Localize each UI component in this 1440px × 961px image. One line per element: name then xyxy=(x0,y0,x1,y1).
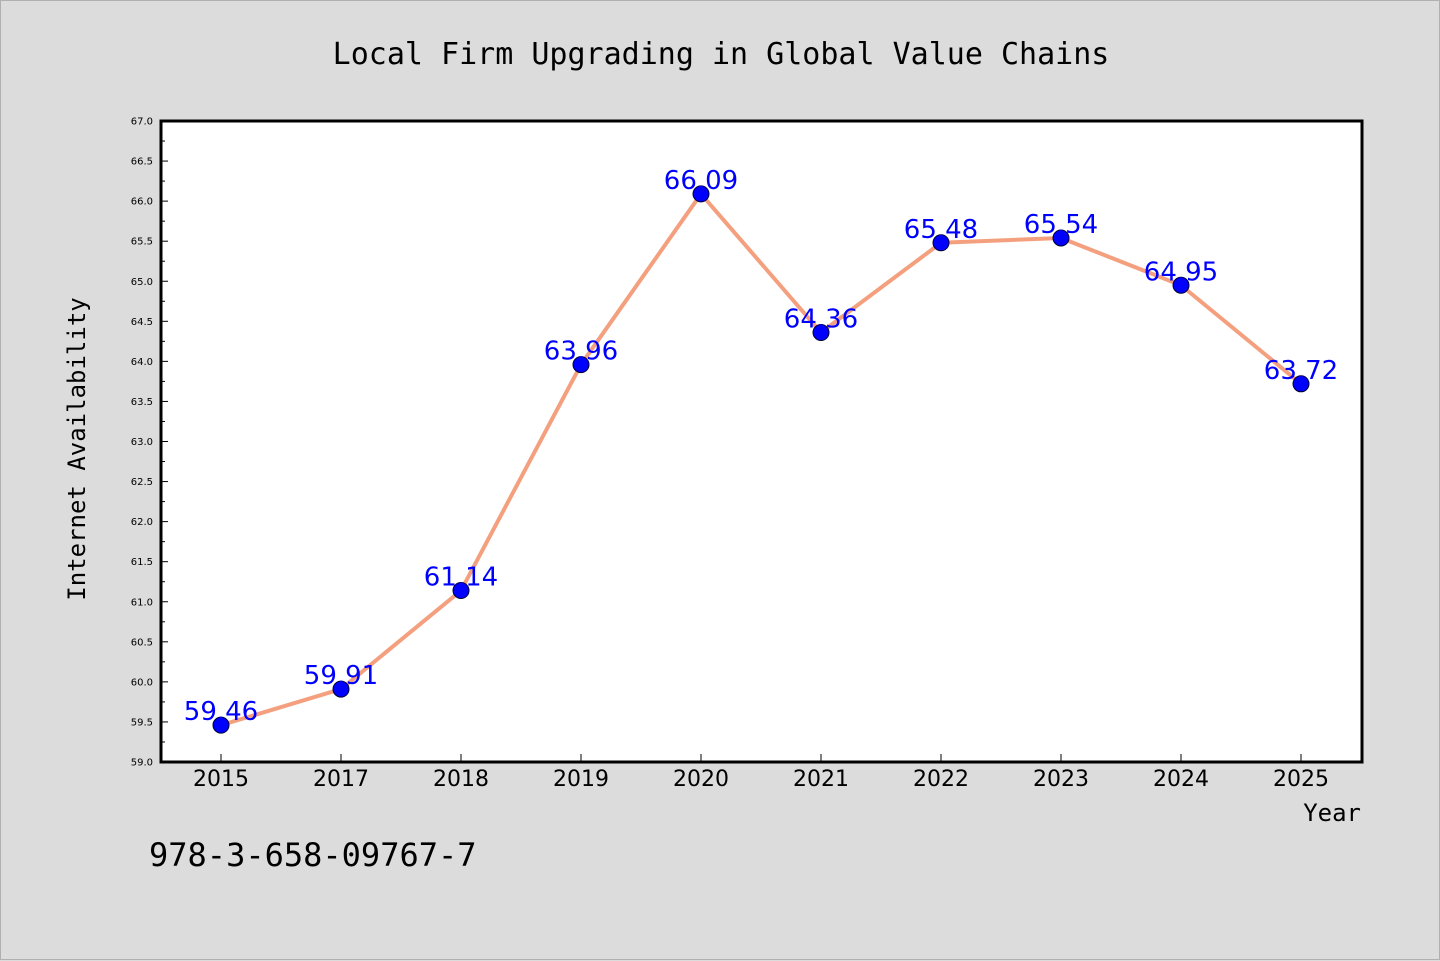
x-tick-label: 2019 xyxy=(553,767,609,792)
data-point xyxy=(692,185,710,203)
x-tick-label: 2020 xyxy=(673,767,729,792)
x-tick-label: 2025 xyxy=(1273,767,1329,792)
y-tick-label: 62.0 xyxy=(131,517,153,528)
y-tick-label: 63.5 xyxy=(131,397,153,408)
data-point xyxy=(1052,229,1070,247)
data-point xyxy=(452,582,470,600)
y-tick-label: 62.5 xyxy=(131,477,153,488)
y-tick-label: 59.0 xyxy=(131,758,153,769)
y-axis: 59.0 59.5 60.0 60.5 61.0 61.5 62.0 62.5 63.0 63.5… xyxy=(131,117,168,769)
y-tick-label: 63.0 xyxy=(131,437,153,448)
x-tick-label: 2022 xyxy=(913,767,969,792)
y-tick-label: 66.5 xyxy=(131,157,153,168)
x-tick-label: 2018 xyxy=(433,767,489,792)
y-tick-label: 65.5 xyxy=(131,237,153,248)
data-label: 66.09 xyxy=(664,166,738,196)
data-point xyxy=(332,680,350,698)
series-line xyxy=(220,191,1303,728)
data-label: 63.96 xyxy=(544,337,618,367)
data-label: 64.36 xyxy=(784,305,858,335)
data-label: 59.46 xyxy=(184,697,258,727)
y-tick-label: 61.5 xyxy=(131,557,153,568)
x-tick-label: 2024 xyxy=(1153,767,1209,792)
y-tick-label: 66.0 xyxy=(131,197,153,208)
data-point xyxy=(212,716,230,734)
chart-title: Local Firm Upgrading in Global Value Cha… xyxy=(333,37,1110,72)
y-tick-label: 67.0 xyxy=(131,117,153,128)
y-tick-label: 60.5 xyxy=(131,637,153,648)
x-tick-label: 2017 xyxy=(313,767,369,792)
y-tick-label: 65.0 xyxy=(131,277,153,288)
y-tick-label: 59.5 xyxy=(131,717,153,728)
data-point xyxy=(572,356,590,374)
x-axis: 2015 2017 2018 2019 2020 2021 2022 2023 2024 2025 xyxy=(193,754,1329,792)
y-tick-label: 64.0 xyxy=(131,357,153,368)
data-label: 64.95 xyxy=(1144,257,1218,287)
plot-area xyxy=(159,119,1364,764)
y-axis-label: Internet Availability xyxy=(63,297,91,600)
data-label: 65.48 xyxy=(904,215,978,245)
y-tick-label: 60.0 xyxy=(131,677,153,688)
x-tick-label: 2021 xyxy=(793,767,849,792)
data-label: 65.54 xyxy=(1024,210,1098,240)
x-axis-label: Year xyxy=(1303,799,1361,827)
data-label: 63.72 xyxy=(1264,356,1338,386)
data-point xyxy=(1172,276,1190,294)
x-tick-label: 2015 xyxy=(193,767,249,792)
data-label: 59.91 xyxy=(304,661,378,691)
y-tick-label: 61.0 xyxy=(131,597,153,608)
data-point xyxy=(1292,375,1310,393)
data-labels: 59.46 59.91 61.14 63.96 66.09 64.36 65.48 65.54… xyxy=(184,166,1338,727)
data-point xyxy=(812,324,830,342)
series-group xyxy=(212,185,1310,734)
isbn-text: 978-3-658-09767-7 xyxy=(149,836,477,874)
data-label: 61.14 xyxy=(424,563,498,593)
y-tick-label: 64.5 xyxy=(131,317,153,328)
data-point xyxy=(932,234,950,252)
x-tick-label: 2023 xyxy=(1033,767,1089,792)
